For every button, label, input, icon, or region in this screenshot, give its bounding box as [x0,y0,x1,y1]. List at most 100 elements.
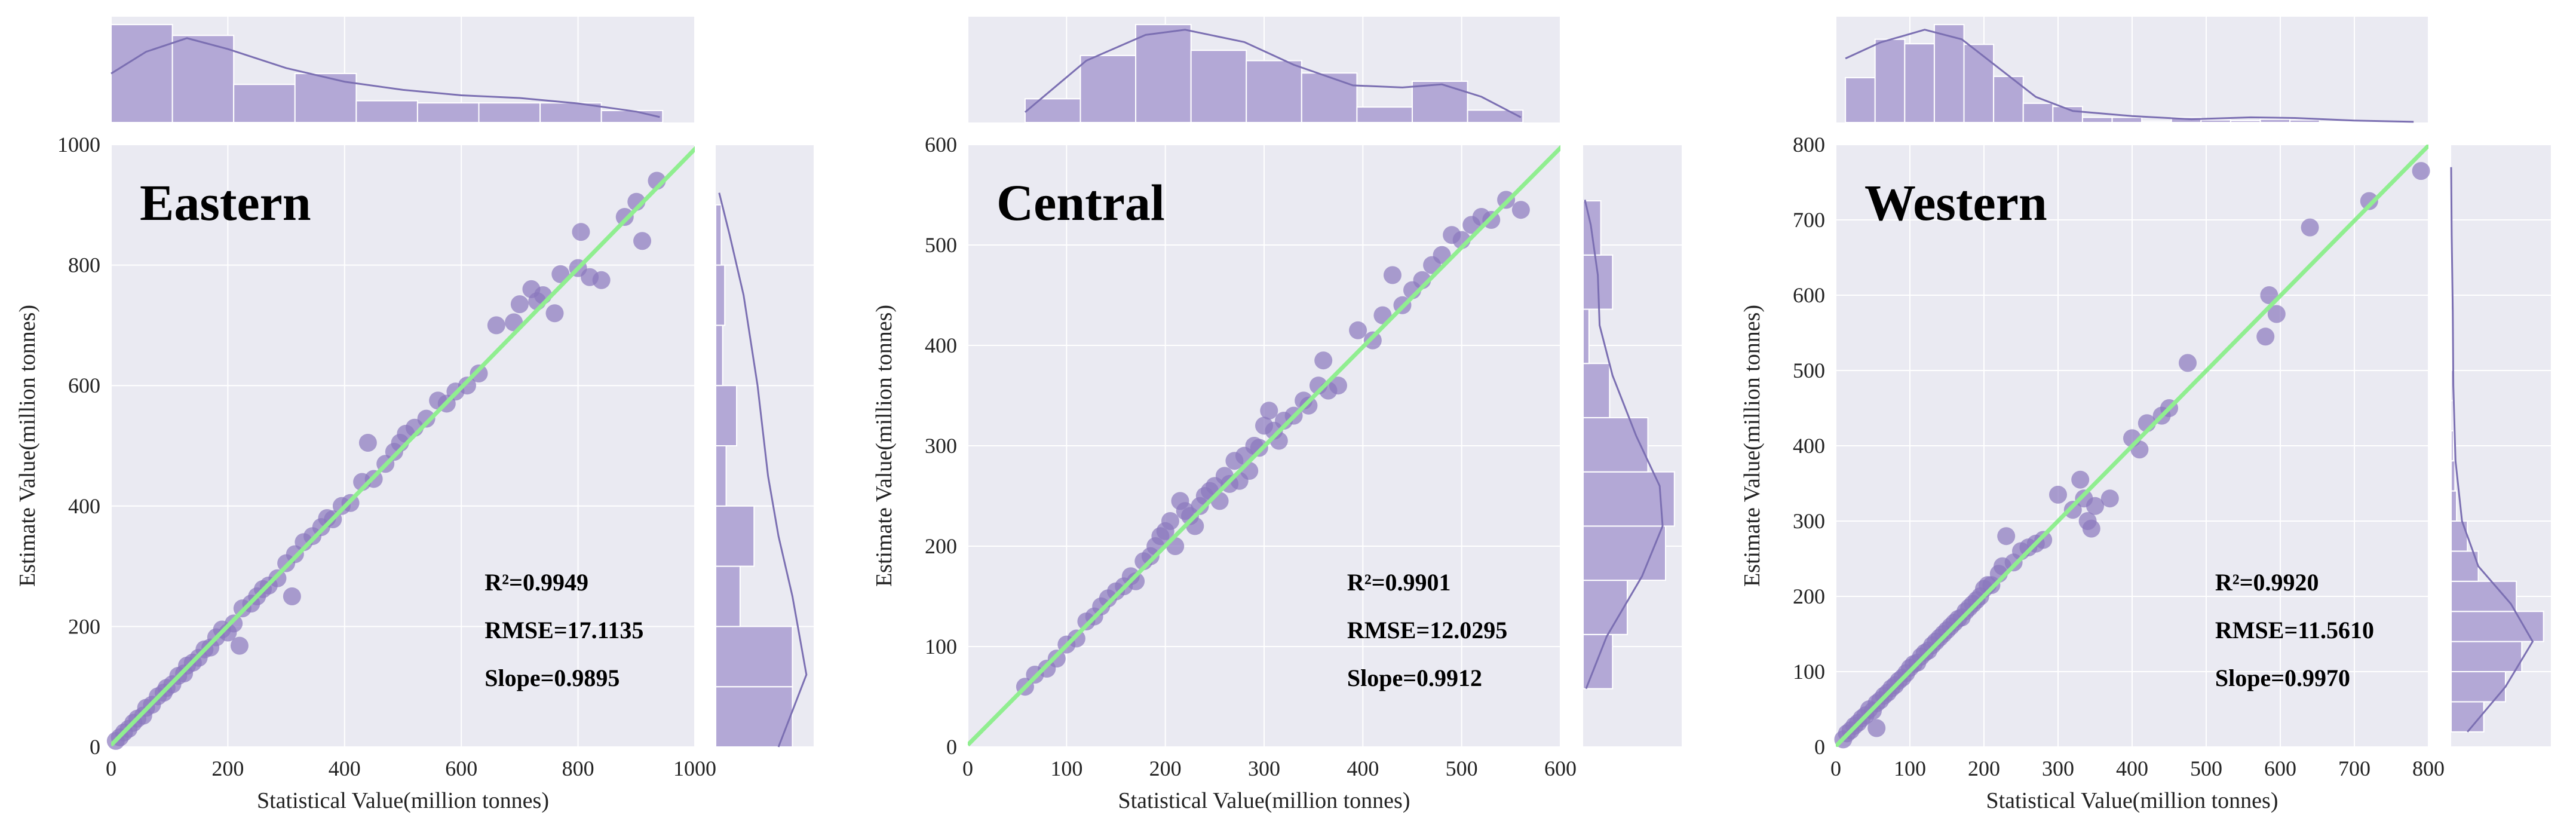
panel1-top-hist-bar [233,84,296,123]
panel3-y-tick-label: 200 [1793,584,1825,608]
panel3-y-tick-label: 300 [1793,509,1825,533]
panel3-data-point [2049,485,2067,504]
panel3-r2-stat: R²=0.9920 [2215,569,2319,596]
panel3-top-hist-bar [2111,117,2143,124]
panel3-right-hist-bar [2451,460,2456,492]
panel3-top-hist-bar [2200,119,2231,123]
panel2-right-hist-bar [1583,363,1611,418]
panel3-x-axis-label: Statistical Value(million tonnes) [1986,788,2278,813]
panel2-data-point [1127,572,1145,590]
panel2-slope-stat: Slope=0.9912 [1347,664,1482,691]
panel2-top-hist-bar [1356,106,1413,123]
panel3-right-hist-bar [2451,550,2479,582]
panel1-data-point [510,295,529,314]
panel2-top-hist-bar [1412,80,1468,123]
panel2-data-point [1240,462,1259,480]
panel3-data-point [2071,470,2090,489]
panel1-data-point [458,376,476,395]
panel1-data-point [615,207,634,226]
panel3-data-point [1997,527,2016,546]
panel1-region-title: Eastern [140,174,311,231]
panel1-data-point [633,232,652,250]
panel3-top-hist-bar [2081,117,2113,124]
panel3-right-hist-bar [2451,490,2458,522]
panel3-data-point [2082,519,2100,538]
panel1-y-tick-label: 800 [68,253,100,277]
panel1-right-hist-bar [715,264,726,326]
panel3-data-point [2063,501,2082,519]
panel1-data-point [358,433,377,452]
panel1-data-point [225,614,243,633]
panel3-x-tick-label: 700 [2338,757,2370,780]
panel2-top-hist-bar [1467,109,1524,124]
panel3-top-hist-bar [1963,44,1995,124]
panel2-right-hist-bar [1583,580,1628,635]
panel1-top-hist-bar [111,24,173,123]
panel1-rmse-stat: RMSE=17.1135 [484,617,643,644]
panel1-top-kde-curve [111,37,660,118]
panel1-right-hist-bar [715,385,738,447]
panel2-data-point [1363,331,1382,350]
panel3-data-point [2256,327,2275,346]
panel2-x-tick-label: 300 [1248,757,1280,780]
panel2-r2-stat: R²=0.9901 [1347,569,1451,596]
panel1-x-tick-label: 600 [445,757,477,780]
panel2-x-tick-label: 600 [1544,757,1577,780]
panel1-data-point [230,636,249,655]
panel2-x-tick-label: 500 [1446,757,1478,780]
panel1-right-hist-bar [715,686,793,748]
panel3-slope-stat: Slope=0.9970 [2215,664,2350,691]
panel1-right-hist-bar [715,324,723,387]
panel1-x-axis-label: Statistical Value(million tonnes) [257,788,549,813]
panel1-data-point [470,365,488,383]
panel3-right-hist-bar [2451,520,2468,552]
panel1-x-tick-label: 1000 [673,757,716,780]
panel3-top-hist-bar [2259,118,2291,123]
panel2-rmse-stat: RMSE=12.0295 [1347,617,1507,644]
panel2-right-hist-bar [1583,416,1649,473]
panel2-x-tick-label: 200 [1149,757,1182,780]
panel1-data-point [592,271,611,289]
panel3-x-tick-label: 400 [2116,757,2148,780]
panel2-data-point [1047,650,1066,668]
panel3-data-point [2086,497,2104,515]
panel2-right-hist-bar [1583,471,1675,527]
panel2-y-tick-label: 0 [946,735,957,759]
panel3-top-hist-bar [1904,43,1935,123]
panel1-r2-stat: R²=0.9949 [484,569,588,596]
panel3-right-hist-bar [2451,701,2485,733]
panel2-x-tick-label: 100 [1050,757,1082,780]
panel1-y-tick-label: 200 [68,614,100,638]
panel3-data-point [2412,162,2430,180]
panel2-right-hist-bar [1583,308,1590,365]
panel2-top-hist-bar [1080,54,1137,123]
panel3-top-hist-bar [1874,38,1906,123]
panel2-data-point [1161,512,1179,530]
panel2-top-hist-bar [1246,60,1302,123]
panel3-x-tick-label: 800 [2412,757,2445,780]
panel3-x-tick-label: 100 [1894,757,1926,780]
panel2-y-tick-label: 200 [925,534,957,558]
panel3-right-hist-bar [2451,611,2544,642]
panel2-region-title: Central [996,174,1165,231]
panel1-top-hist-bar [294,73,357,123]
panel1-slope-stat: Slope=0.9895 [484,664,620,691]
panel3-data-point [1867,719,1886,737]
panel2-top-hist-bar [1135,24,1192,123]
panel2-top-kde-curve [1024,29,1522,118]
panel1-right-hist-bar [715,445,727,507]
panel2-x-axis-label: Statistical Value(million tonnes) [1118,788,1410,813]
panel2-y-tick-label: 500 [925,233,957,257]
panel3-y-tick-label: 500 [1793,359,1825,382]
panel2-x-tick-label: 0 [962,757,973,780]
panel3-top-hist-bar [1845,77,1876,123]
panel1-data-point [572,223,590,241]
panel3-y-tick-label: 700 [1793,208,1825,232]
panel3-right-hist-bar [2451,430,2454,462]
panel2-y-tick-label: 100 [925,635,957,659]
panel3-top-hist-bar [1933,24,1965,123]
panel3-western-chart: 0 100 200 300 400 500 600 700 800 0 100 200 300 400 50… [1740,17,2551,813]
panel1-right-kde-curve [718,192,808,748]
panel3-right-kde-curve [2450,167,2534,733]
